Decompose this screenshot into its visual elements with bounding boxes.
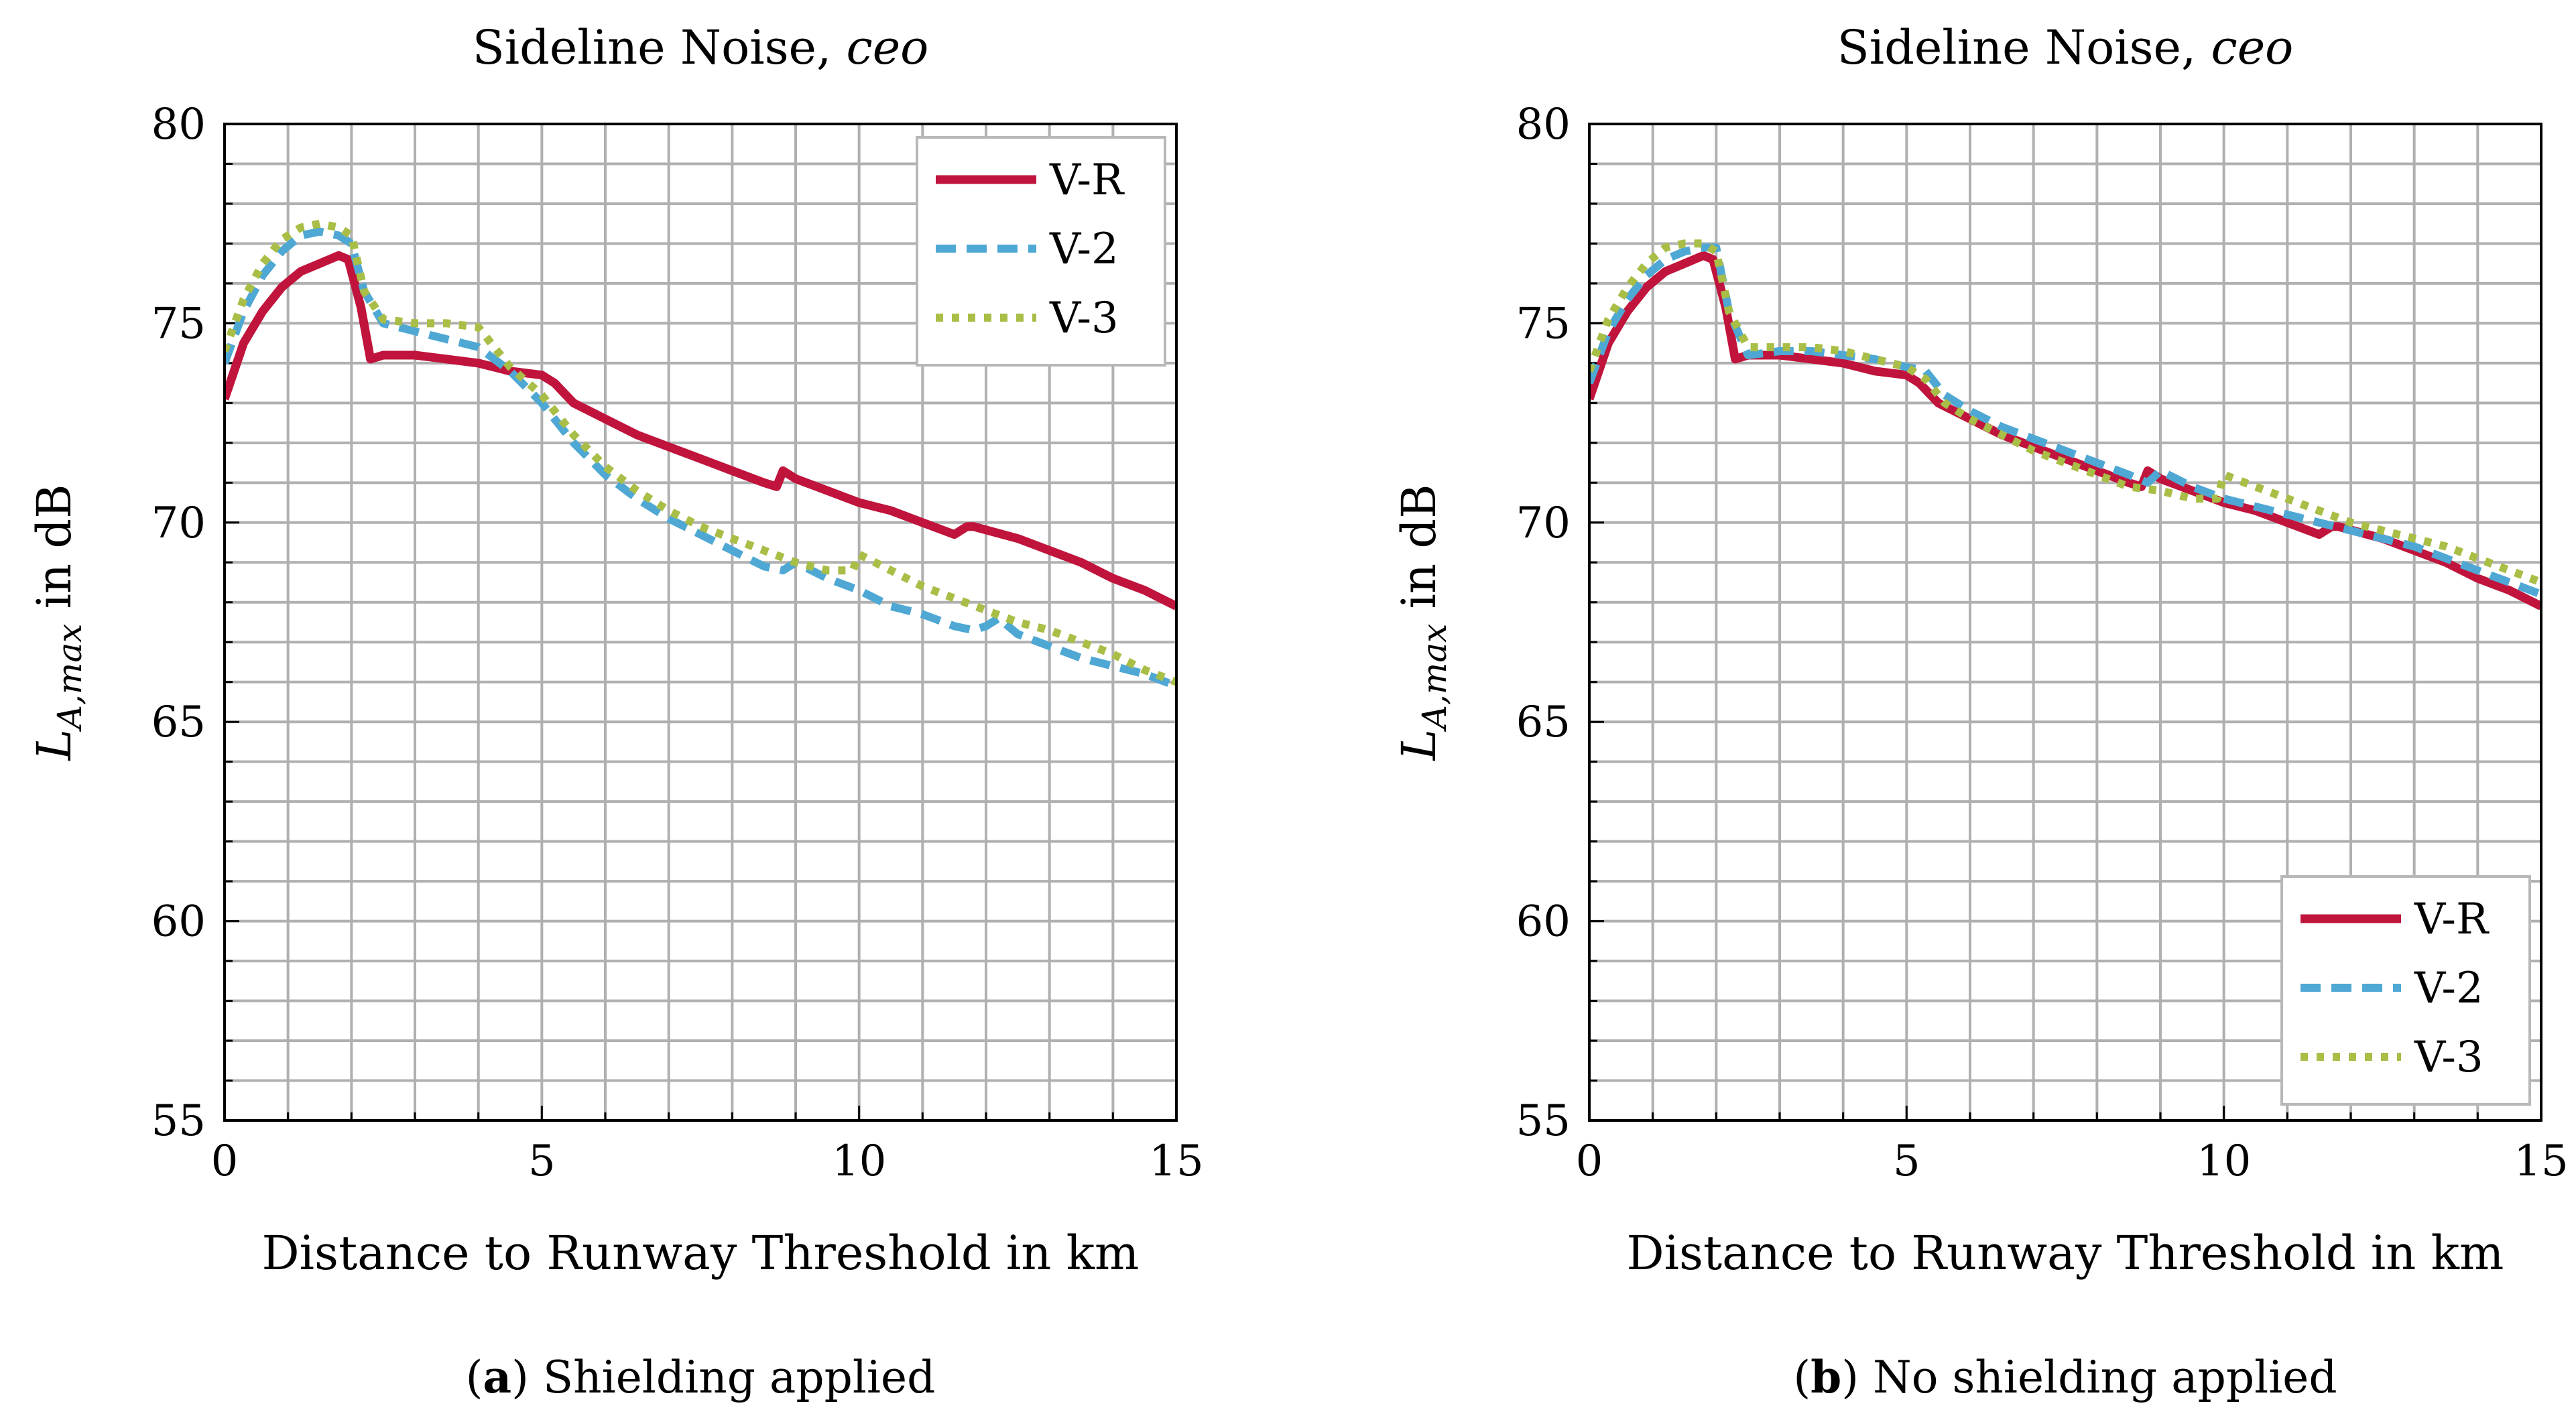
chart1-series xyxy=(225,219,1176,690)
chart2-legend: V-R V-2 V-3 xyxy=(2280,875,2531,1106)
chart1-y-tick-label: 80 xyxy=(151,100,206,149)
chart1-x-tick-label: 0 xyxy=(211,1137,239,1186)
chart1-legend: V-R V-2 V-3 xyxy=(916,136,1166,367)
chart1-series-v-2 xyxy=(225,227,1176,690)
chart2-legend-label-v-r: V-R xyxy=(2414,895,2490,944)
chart2-series-v-3 xyxy=(1589,239,2541,586)
chart1-frame xyxy=(223,123,1178,1122)
chart1-legend-label-v-2: V-2 xyxy=(1049,224,1119,274)
chart1-y-tick-label: 75 xyxy=(151,299,206,348)
chart1-y-axis-label: LA,max in dB xyxy=(27,484,89,761)
chart1-x-tick-label: 5 xyxy=(528,1137,556,1186)
chart2-y-axis-label: LA,max in dB xyxy=(1392,484,1454,761)
chart1-y-tick-label: 65 xyxy=(151,698,206,747)
chart1-y-tick-label: 55 xyxy=(151,1096,206,1146)
chart2-x-tick-label: 0 xyxy=(1576,1137,1603,1186)
chart2-y-tick-label: 55 xyxy=(1516,1096,1571,1146)
chart2-legend-label-v-3: V-3 xyxy=(2414,1033,2483,1082)
chart1-legend-label-v-r: V-R xyxy=(1049,155,1125,205)
chart2-y-tick-label: 80 xyxy=(1516,100,1571,149)
chart1-series-v-r xyxy=(225,251,1176,610)
chart1-y-tick-label: 60 xyxy=(151,897,206,947)
chart2-x-axis-label: Distance to Runway Threshold in km xyxy=(1627,1226,2504,1281)
chart2-series-v-2 xyxy=(1589,243,2541,598)
chart2-caption: (b) No shielding applied xyxy=(1793,1351,2337,1403)
chart2-series xyxy=(1589,239,2541,610)
chart2-frame xyxy=(1588,123,2542,1122)
chart2-title: Sideline Noise, ceo xyxy=(1837,20,2294,75)
chart1-caption: (a) Shielding applied xyxy=(466,1351,936,1403)
chart1-x-tick-label: 15 xyxy=(1149,1137,1203,1186)
chart1-x-tick-label: 10 xyxy=(832,1137,886,1186)
chart2-x-tick-label: 5 xyxy=(1893,1137,1920,1186)
chart2-x-tick-label: 15 xyxy=(2514,1137,2568,1186)
chart2-x-tick-label: 10 xyxy=(2197,1137,2251,1186)
chart2-panel: 0 5 10 15 55 60 65 70 75 80 Sideline Noise, ceo Dis… xyxy=(1392,20,2569,1403)
chart2-legend-label-v-2: V-2 xyxy=(2414,964,2483,1013)
chart2-y-tick-label: 70 xyxy=(1516,499,1571,548)
chart2-y-tick-label: 75 xyxy=(1516,299,1571,348)
chart1-y-tick-label: 70 xyxy=(151,499,206,548)
chart1-x-axis-label: Distance to Runway Threshold in km xyxy=(262,1226,1140,1281)
chart2-y-tick-label: 65 xyxy=(1516,698,1571,747)
chart1-legend-label-v-3: V-3 xyxy=(1049,294,1119,343)
chart1-panel: 0 5 10 15 55 60 65 70 75 80 Sideline Noise, ceo Dis… xyxy=(27,20,1204,1403)
chart2-y-tick-label: 60 xyxy=(1516,897,1571,947)
chart1-title: Sideline Noise, ceo xyxy=(473,20,929,75)
